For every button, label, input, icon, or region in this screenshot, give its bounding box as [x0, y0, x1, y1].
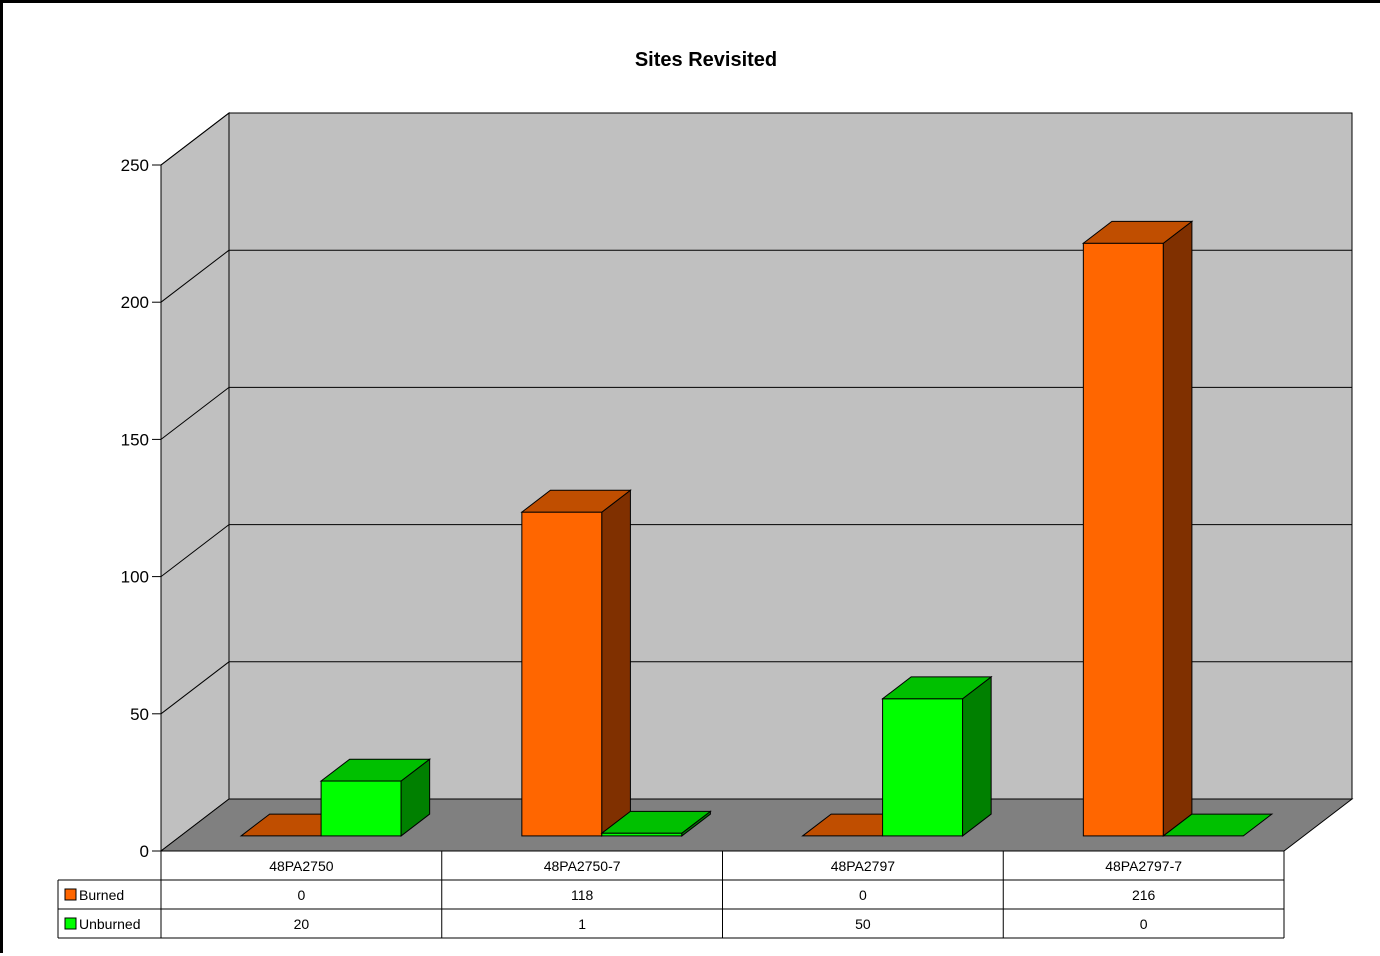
- category-label: 48PA2797-7: [1105, 858, 1182, 874]
- y-tick-label: 100: [121, 568, 149, 587]
- gridline-side: [160, 661, 230, 715]
- data-label: 0: [297, 887, 305, 903]
- y-tick-label: 150: [121, 430, 149, 449]
- bar-top: [520, 489, 632, 513]
- y-tick-label: 50: [130, 705, 149, 724]
- data-table: 48PA2750 48PA2750-7 48PA2797 48PA2797-7 Burn…: [57, 850, 1285, 939]
- y-tick-label: 250: [121, 156, 149, 175]
- bar: [881, 675, 993, 837]
- y-axis: 0 50 100 150 200 250: [121, 156, 162, 861]
- gridline-side: [160, 112, 230, 166]
- bar: [600, 810, 712, 837]
- bar-front: [521, 511, 603, 837]
- y-tick-label: 200: [121, 293, 149, 312]
- data-label: 50: [855, 916, 871, 932]
- bar-front: [320, 780, 402, 837]
- bar: [319, 758, 432, 837]
- gridline-side: [160, 524, 230, 577]
- legend-label: Burned: [79, 887, 124, 903]
- bar-top: [881, 676, 993, 700]
- bar-side: [962, 675, 992, 837]
- data-label: 20: [294, 916, 310, 932]
- bar-side: [601, 489, 631, 837]
- side-wall: [160, 111, 230, 853]
- data-label: 118: [571, 887, 594, 903]
- bar: [520, 489, 632, 837]
- bar: [1081, 220, 1194, 837]
- legend-key: [64, 888, 77, 901]
- data-label: 216: [1132, 887, 1156, 903]
- category-label: 48PA2750: [269, 858, 334, 874]
- bar-top: [319, 758, 432, 782]
- bar-front: [1082, 242, 1164, 837]
- bar-top: [1161, 813, 1274, 837]
- bars: [239, 220, 1274, 837]
- data-label: 0: [859, 887, 867, 903]
- data-label: 0: [1140, 916, 1148, 932]
- bar-side: [1162, 220, 1193, 837]
- bar-top: [600, 810, 712, 834]
- legend-label: Unburned: [79, 916, 141, 932]
- gridline-side: [160, 387, 230, 440]
- y-tick-label: 0: [140, 842, 149, 861]
- category-label: 48PA2750-7: [544, 858, 621, 874]
- bar: [1161, 813, 1274, 837]
- category-label: 48PA2797: [831, 858, 896, 874]
- chart-title: Sites Revisited: [635, 49, 777, 71]
- bar-front: [882, 698, 964, 837]
- bar-top: [1081, 220, 1194, 244]
- legend-key: [64, 917, 77, 930]
- gridline-side: [160, 249, 230, 303]
- data-label: 1: [578, 916, 586, 932]
